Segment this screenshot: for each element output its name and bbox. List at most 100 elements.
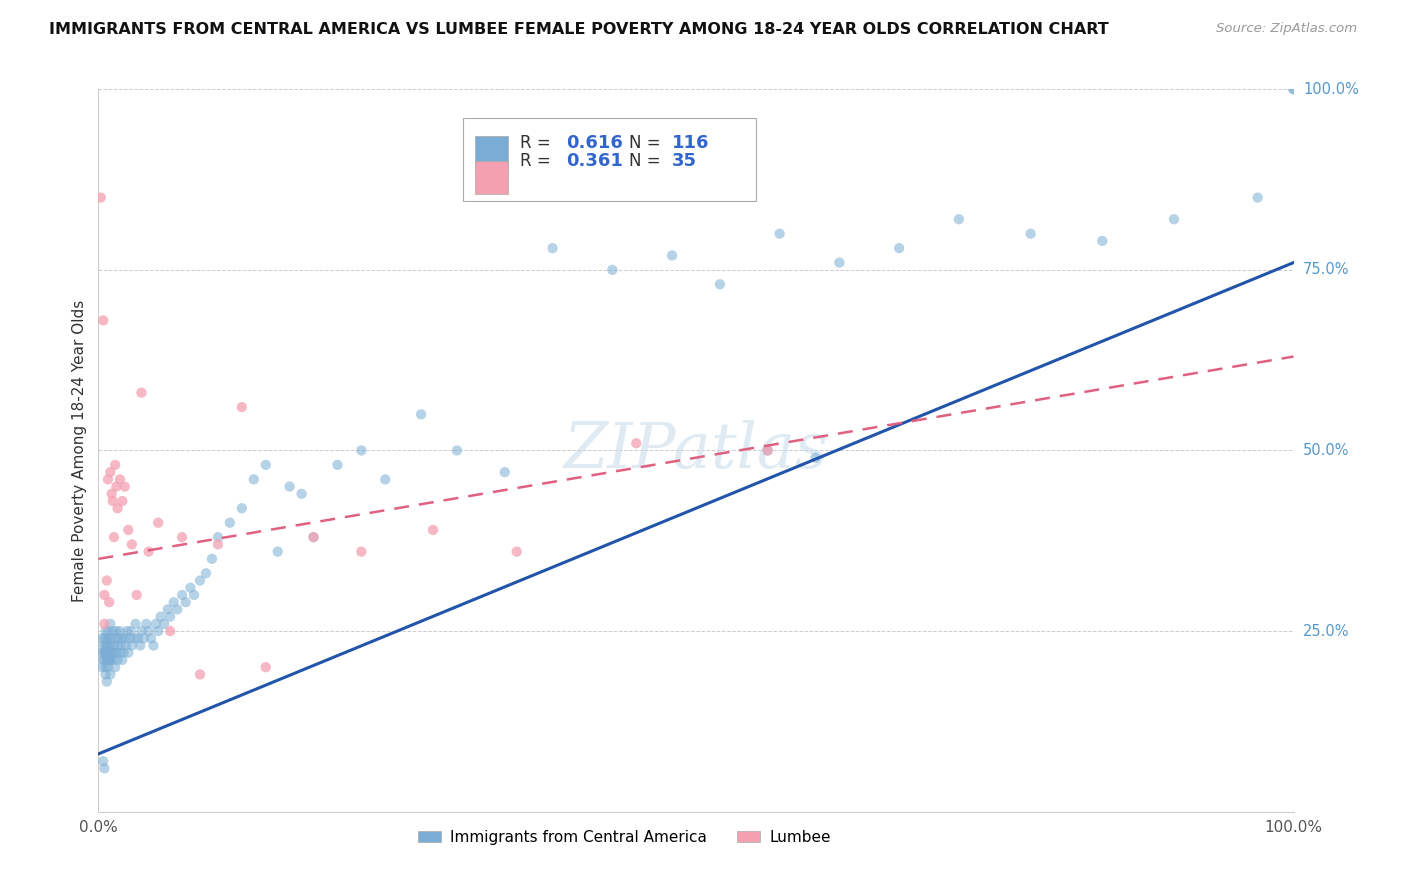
Immigrants from Central America (98, 646, 121, 660)
Immigrants from Central America (97, 624, 120, 639)
Immigrants from Central America (139, 632, 162, 646)
Text: IMMIGRANTS FROM CENTRAL AMERICA VS LUMBEE FEMALE POVERTY AMONG 18-24 YEAR OLDS C: IMMIGRANTS FROM CENTRAL AMERICA VS LUMBE… (49, 22, 1109, 37)
Immigrants from Central America (138, 624, 160, 639)
Lumbee (254, 660, 277, 674)
Immigrants from Central America (103, 646, 125, 660)
Immigrants from Central America (174, 595, 197, 609)
Immigrants from Central America (129, 639, 152, 653)
Immigrants from Central America (131, 624, 153, 639)
Lumbee (131, 385, 153, 400)
Text: ZIPatlas: ZIPatlas (564, 419, 828, 482)
Immigrants from Central America (124, 632, 146, 646)
Immigrants from Central America (111, 653, 134, 667)
Immigrants from Central America (115, 639, 138, 653)
Immigrants from Central America (159, 609, 181, 624)
Immigrants from Central America (948, 212, 970, 227)
Lumbee (93, 588, 115, 602)
Immigrants from Central America (172, 588, 194, 602)
Lumbee (96, 574, 118, 588)
Immigrants from Central America (91, 660, 114, 674)
Immigrants from Central America (107, 632, 129, 646)
Immigrants from Central America (1247, 191, 1270, 205)
Immigrants from Central America (219, 516, 242, 530)
Text: Source: ZipAtlas.com: Source: ZipAtlas.com (1216, 22, 1357, 36)
Lumbee (350, 544, 373, 558)
Immigrants from Central America (97, 653, 120, 667)
Immigrants from Central America (94, 646, 117, 660)
Lumbee (111, 494, 134, 508)
Immigrants from Central America (494, 465, 516, 479)
Immigrants from Central America (889, 241, 911, 255)
Immigrants from Central America (243, 472, 266, 486)
Immigrants from Central America (100, 646, 122, 660)
FancyBboxPatch shape (463, 118, 756, 202)
Immigrants from Central America (115, 624, 138, 639)
Lumbee (103, 530, 125, 544)
Immigrants from Central America (104, 632, 127, 646)
Lumbee (97, 472, 120, 486)
Immigrants from Central America (446, 443, 468, 458)
Immigrants from Central America (411, 407, 433, 421)
Immigrants from Central America (107, 653, 129, 667)
Lumbee (98, 465, 122, 479)
Immigrants from Central America (267, 544, 290, 558)
Lumbee (104, 458, 127, 472)
Bar (475, 161, 509, 194)
Immigrants from Central America (1163, 212, 1185, 227)
Immigrants from Central America (97, 639, 120, 653)
Immigrants from Central America (145, 616, 167, 631)
Immigrants from Central America (93, 761, 115, 775)
Y-axis label: Female Poverty Among 18-24 Year Olds: Female Poverty Among 18-24 Year Olds (72, 300, 87, 601)
Immigrants from Central America (94, 639, 117, 653)
Immigrants from Central America (103, 639, 125, 653)
Text: 116: 116 (672, 135, 710, 153)
Lumbee (626, 436, 648, 450)
Immigrants from Central America (121, 639, 143, 653)
Immigrants from Central America (135, 616, 157, 631)
Immigrants from Central America (148, 624, 170, 639)
Text: 0.616: 0.616 (565, 135, 623, 153)
Bar (475, 136, 509, 169)
Immigrants from Central America (94, 624, 117, 639)
Lumbee (107, 501, 129, 516)
Text: 100.0%: 100.0% (1303, 82, 1360, 96)
Immigrants from Central America (101, 624, 124, 639)
Immigrants from Central America (97, 660, 120, 674)
Lumbee (101, 494, 124, 508)
Immigrants from Central America (132, 632, 155, 646)
Immigrants from Central America (149, 609, 172, 624)
Lumbee (231, 400, 253, 414)
Text: R =: R = (520, 153, 557, 170)
Immigrants from Central America (112, 646, 135, 660)
Lumbee (117, 523, 139, 537)
Immigrants from Central America (94, 660, 117, 674)
Immigrants from Central America (110, 639, 132, 653)
Immigrants from Central America (602, 262, 624, 277)
Immigrants from Central America (98, 616, 122, 631)
Immigrants from Central America (100, 632, 122, 646)
Lumbee (138, 544, 160, 558)
Immigrants from Central America (96, 653, 118, 667)
Immigrants from Central America (97, 653, 120, 667)
Lumbee (125, 588, 148, 602)
Immigrants from Central America (166, 602, 188, 616)
Immigrants from Central America (98, 639, 122, 653)
Immigrants from Central America (94, 667, 117, 681)
Immigrants from Central America (108, 646, 131, 660)
Immigrants from Central America (98, 646, 121, 660)
Immigrants from Central America (201, 551, 224, 566)
Immigrants from Central America (163, 595, 186, 609)
Immigrants from Central America (804, 450, 827, 465)
Immigrants from Central America (179, 581, 201, 595)
Immigrants from Central America (91, 653, 114, 667)
Immigrants from Central America (756, 443, 779, 458)
Text: N =: N = (628, 153, 666, 170)
Immigrants from Central America (91, 639, 114, 653)
Immigrants from Central America (127, 632, 149, 646)
Lumbee (506, 544, 529, 558)
Immigrants from Central America (124, 616, 146, 631)
Lumbee (121, 537, 143, 551)
Immigrants from Central America (661, 248, 683, 262)
Immigrants from Central America (195, 566, 218, 581)
Text: 50.0%: 50.0% (1303, 443, 1350, 458)
